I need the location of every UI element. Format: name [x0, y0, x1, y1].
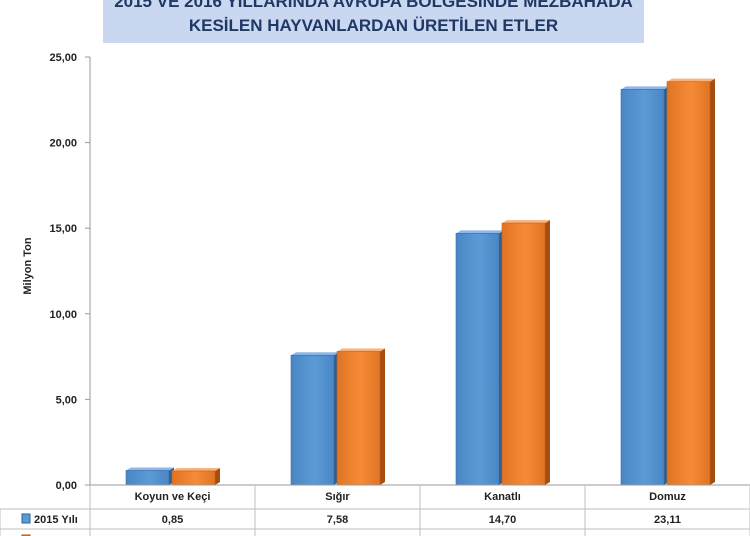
data-table-value: 0,85	[162, 514, 183, 526]
bar-2016	[171, 470, 216, 486]
data-table-value: 23,11	[654, 514, 681, 526]
bar-2015	[290, 354, 335, 486]
bar-top	[337, 348, 385, 352]
bar-side	[710, 78, 715, 485]
chart-title-line-1: 2015 VE 2016 YILLARINDA AVRUPA BÖLGESİND…	[114, 0, 633, 11]
y-tick-label: 0,00	[56, 480, 77, 492]
bar-side	[215, 467, 220, 485]
y-tick-label: 25,00	[49, 52, 77, 64]
bar-2015	[455, 233, 500, 486]
y-tick-label: 5,00	[56, 394, 77, 406]
bar-2015	[125, 470, 170, 486]
legend-key-2015	[21, 513, 31, 524]
x-tick-label: Domuz	[649, 491, 686, 503]
x-tick-label: Sığır	[325, 491, 350, 503]
y-tick-label: 15,00	[49, 223, 77, 235]
bar-side	[380, 348, 385, 485]
legend-label-2015: 2015 Yılı	[34, 514, 78, 526]
y-tick-label: 10,00	[49, 309, 77, 321]
bar-top	[291, 352, 339, 356]
x-tick-label: Kanatlı	[484, 491, 521, 503]
bar-2016	[666, 81, 711, 486]
bar-2016	[336, 351, 381, 486]
chart-title-line-2: KESİLEN HAYVANLARDAN ÜRETİLEN ETLER	[188, 16, 559, 35]
bar-top	[172, 467, 220, 471]
bar-top	[456, 230, 504, 234]
data-table-value: 7,58	[327, 514, 348, 526]
chart-title: 2015 VE 2016 YILLARINDA AVRUPA BÖLGESİND…	[103, 0, 644, 43]
data-table-value: 14,70	[489, 514, 517, 526]
bar-top	[502, 220, 550, 224]
bar-top	[126, 467, 174, 471]
bar-2015	[620, 89, 665, 486]
bar-top	[667, 78, 715, 82]
bar-2016	[501, 222, 546, 486]
bar-side	[545, 220, 550, 485]
bar-top	[621, 86, 669, 90]
y-tick-label: 20,00	[49, 138, 77, 150]
x-tick-label: Koyun ve Keçi	[135, 491, 211, 503]
